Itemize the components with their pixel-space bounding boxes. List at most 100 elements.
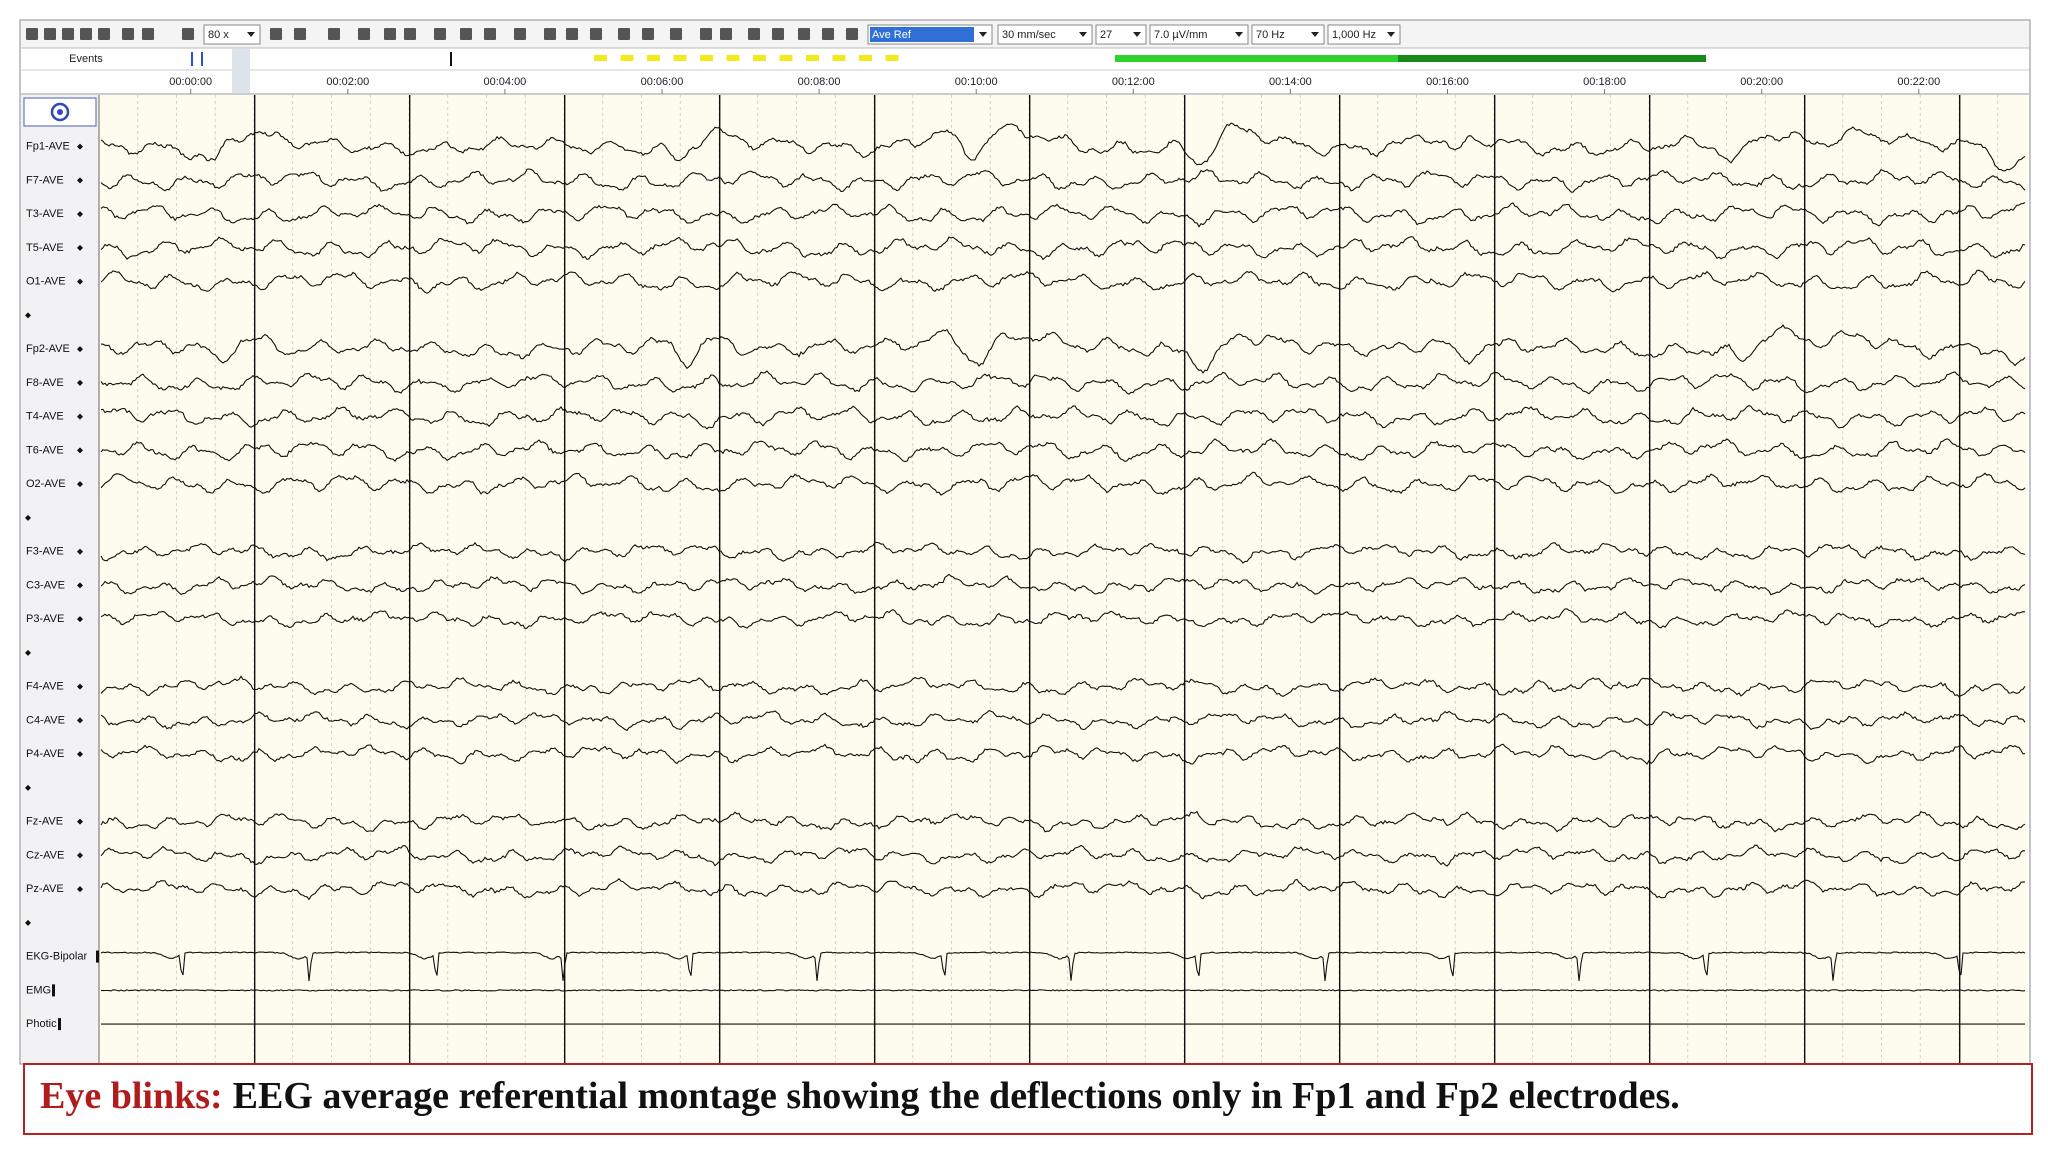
toolbar-icon[interactable]	[846, 28, 858, 40]
toolbar-icon[interactable]	[270, 28, 282, 40]
channel-diamond	[77, 346, 83, 353]
toolbar-icon[interactable]	[618, 28, 630, 40]
dropdown[interactable]	[203, 24, 261, 45]
channel-label[interactable]: T6-AVE	[26, 444, 64, 456]
channel-label[interactable]: P3-AVE	[26, 613, 64, 625]
channel-label[interactable]: O2-AVE	[26, 478, 66, 490]
channel-diamond	[77, 413, 83, 420]
channel-diamond	[77, 379, 83, 386]
channel-label[interactable]: F4-AVE	[26, 681, 64, 693]
channel-label[interactable]: T5-AVE	[26, 242, 64, 254]
toolbar-icon[interactable]	[642, 28, 654, 40]
toolbar-icon[interactable]	[772, 28, 784, 40]
dropdown-arrow	[1079, 32, 1087, 37]
toolbar-icon[interactable]	[670, 28, 682, 40]
channel-label[interactable]: C4-AVE	[26, 714, 65, 726]
toolbar-icon[interactable]	[434, 28, 446, 40]
channel-diamond	[77, 717, 83, 724]
channel-label[interactable]: Fz-AVE	[26, 816, 63, 828]
channel-diamond	[77, 481, 83, 488]
dropdown-value: 80 x	[208, 29, 229, 41]
eeg-trace	[100, 236, 2026, 261]
eeg-trace	[100, 541, 2026, 564]
toolbar-icon[interactable]	[798, 28, 810, 40]
dropdown[interactable]	[1149, 24, 1249, 45]
toolbar-icon[interactable]	[484, 28, 496, 40]
toolbar-icon[interactable]	[720, 28, 732, 40]
toolbar-icon[interactable]	[62, 28, 74, 40]
toolbar-icon[interactable]	[26, 28, 38, 40]
toolbar-icon[interactable]	[590, 28, 602, 40]
channel-label[interactable]: Cz-AVE	[26, 849, 64, 861]
time-label: 00:20:00	[1740, 76, 1783, 88]
dropdown[interactable]	[1327, 24, 1401, 45]
time-label: 00:18:00	[1583, 76, 1626, 88]
dropdown[interactable]	[1251, 24, 1325, 45]
channel-label[interactable]: F8-AVE	[26, 377, 64, 389]
channel-label[interactable]: P4-AVE	[26, 748, 64, 760]
toolbar-icon[interactable]	[80, 28, 92, 40]
eeg-trace	[100, 404, 2026, 430]
dropdown-arrow	[247, 32, 255, 37]
channel-label[interactable]: Pz-AVE	[26, 883, 64, 895]
caption: Eye blinks: EEG average referential monta…	[40, 1075, 1680, 1117]
toolbar-icon[interactable]	[294, 28, 306, 40]
toolbar-icon[interactable]	[182, 28, 194, 40]
toolbar-icon[interactable]	[122, 28, 134, 40]
eeg-trace	[100, 324, 2026, 374]
eeg-trace	[100, 878, 2026, 901]
toolbar-icon[interactable]	[328, 28, 340, 40]
toolbar-icon[interactable]	[460, 28, 472, 40]
toolbar-icon[interactable]	[404, 28, 416, 40]
eeg-trace	[100, 573, 2026, 596]
eeg-trace	[100, 675, 2026, 698]
channel-label[interactable]: F7-AVE	[26, 174, 64, 186]
group-separator	[25, 312, 31, 319]
time-label: 00:08:00	[798, 76, 841, 88]
channel-label[interactable]: EMG	[26, 984, 51, 996]
toolbar-icon[interactable]	[748, 28, 760, 40]
channel-label[interactable]: T4-AVE	[26, 411, 64, 423]
channel-label[interactable]: Fp1-AVE	[26, 141, 70, 153]
dropdown[interactable]	[997, 24, 1093, 45]
dropdown[interactable]	[1095, 24, 1147, 45]
channel-label[interactable]: O1-AVE	[26, 276, 66, 288]
channel-diamond	[77, 548, 83, 555]
channel-diamond	[77, 683, 83, 690]
channel-label[interactable]: Fp2-AVE	[26, 343, 70, 355]
event-segment	[753, 55, 766, 61]
target-icon-dot	[57, 109, 63, 115]
dropdown-value: 7.0 µV/mm	[1154, 29, 1207, 41]
toolbar-icon[interactable]	[358, 28, 370, 40]
toolbar-icon[interactable]	[384, 28, 396, 40]
dropdown-arrow	[1311, 32, 1319, 37]
toolbar-icon[interactable]	[822, 28, 834, 40]
channel-label[interactable]: C3-AVE	[26, 579, 65, 591]
channel-label[interactable]: Photic	[26, 1018, 57, 1030]
toolbar-icon[interactable]	[98, 28, 110, 40]
channel-label[interactable]: F3-AVE	[26, 546, 64, 558]
caption-lead: Eye blinks:	[40, 1075, 223, 1117]
channel-diamond	[77, 278, 83, 285]
toolbar-icon[interactable]	[514, 28, 526, 40]
toolbar-icon[interactable]	[142, 28, 154, 40]
channel-diamond	[77, 447, 83, 454]
toolbar-icon[interactable]	[544, 28, 556, 40]
dropdown-arrow	[979, 32, 987, 37]
channel-marker	[96, 950, 99, 963]
event-bar	[1398, 55, 1706, 62]
event-segment	[700, 55, 713, 61]
eeg-trace	[100, 471, 2026, 496]
eeg-trace	[100, 438, 2026, 463]
channel-diamond	[77, 177, 83, 184]
channel-diamond	[77, 751, 83, 758]
time-label: 00:02:00	[326, 76, 369, 88]
toolbar-icon[interactable]	[44, 28, 56, 40]
channel-diamond	[77, 211, 83, 218]
channel-label[interactable]: EKG-Bipolar	[26, 951, 87, 963]
dropdown-value: Ave Ref	[872, 29, 912, 41]
toolbar-icon[interactable]	[700, 28, 712, 40]
toolbar-icon[interactable]	[566, 28, 578, 40]
channel-label[interactable]: T3-AVE	[26, 208, 64, 220]
dropdown-arrow	[1387, 32, 1395, 37]
